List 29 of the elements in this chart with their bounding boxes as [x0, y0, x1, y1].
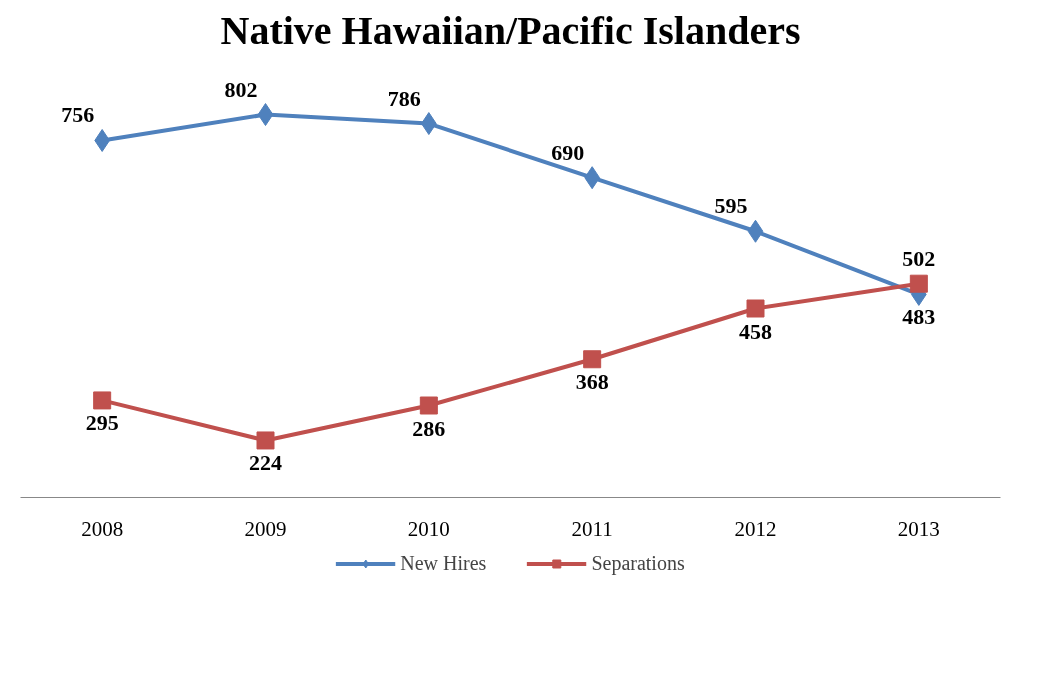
data-label: 295: [85, 410, 119, 436]
chart-title: Native Hawaiian/Pacific Islanders: [220, 7, 801, 53]
point: [909, 274, 928, 293]
data-label: 483: [902, 304, 936, 330]
data-label: 595: [714, 193, 748, 219]
point: [93, 391, 112, 410]
data-label: 458: [739, 318, 772, 344]
x-tick-label: 2013: [897, 516, 940, 541]
point: [257, 103, 274, 127]
x-tick-label: 2010: [407, 516, 450, 541]
data-label: 502: [902, 245, 936, 271]
x-tick-label: 2011: [571, 516, 613, 541]
point: [419, 396, 438, 415]
point: [583, 350, 602, 369]
point: [746, 299, 765, 318]
data-label: 286: [412, 415, 446, 441]
data-label: 224: [249, 450, 282, 476]
point: [256, 431, 275, 450]
x-tick-label: 2008: [81, 516, 124, 541]
data-label: 368: [575, 369, 609, 395]
data-label: 756: [61, 102, 95, 128]
legend-label: New Hires: [400, 551, 487, 575]
x-tick-label: 2009: [244, 516, 287, 541]
x-tick-label: 2012: [734, 516, 777, 541]
data-label: 786: [387, 85, 421, 111]
data-label: 802: [224, 76, 258, 102]
legend-label: Separations: [591, 551, 685, 575]
point: [747, 219, 764, 243]
data-label: 690: [551, 139, 585, 165]
